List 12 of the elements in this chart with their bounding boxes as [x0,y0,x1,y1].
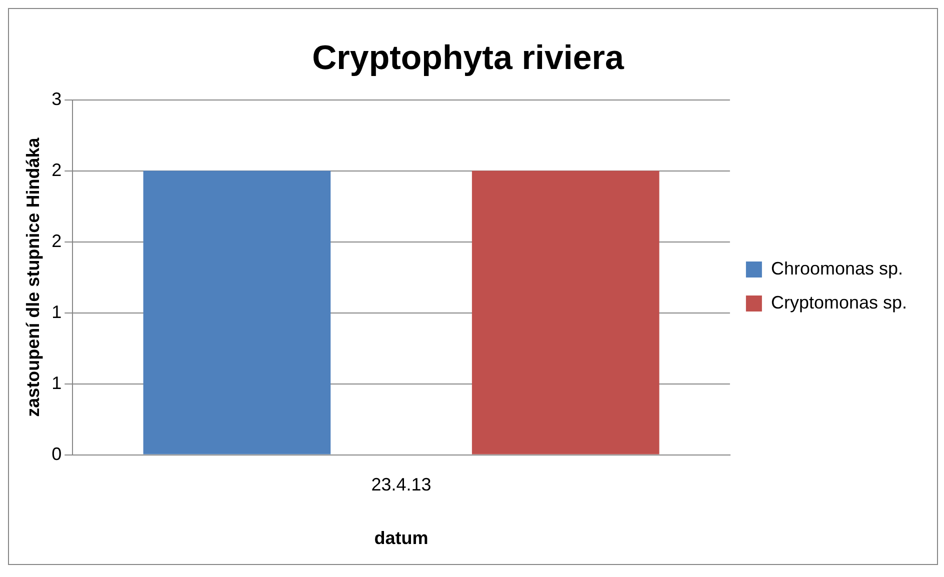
y-tick-label: 1 [52,372,62,393]
legend-label: Chroomonas sp. [770,258,904,278]
y-tick-label: 3 [52,88,62,109]
chart-title: Cryptophyta riviera [312,38,625,77]
y-axis-title: zastoupení dle stupnice Hindáka [22,136,43,417]
x-axis-title: datum [374,528,428,548]
y-tick-label: 2 [52,230,62,251]
y-tick-label: 2 [52,160,62,180]
legend-label: Cryptomonas sp. [770,292,908,312]
y-tick-label: 1 [52,302,62,322]
y-tick-label: 0 [52,444,62,464]
x-tick-label: 23.4.13 [371,474,432,495]
